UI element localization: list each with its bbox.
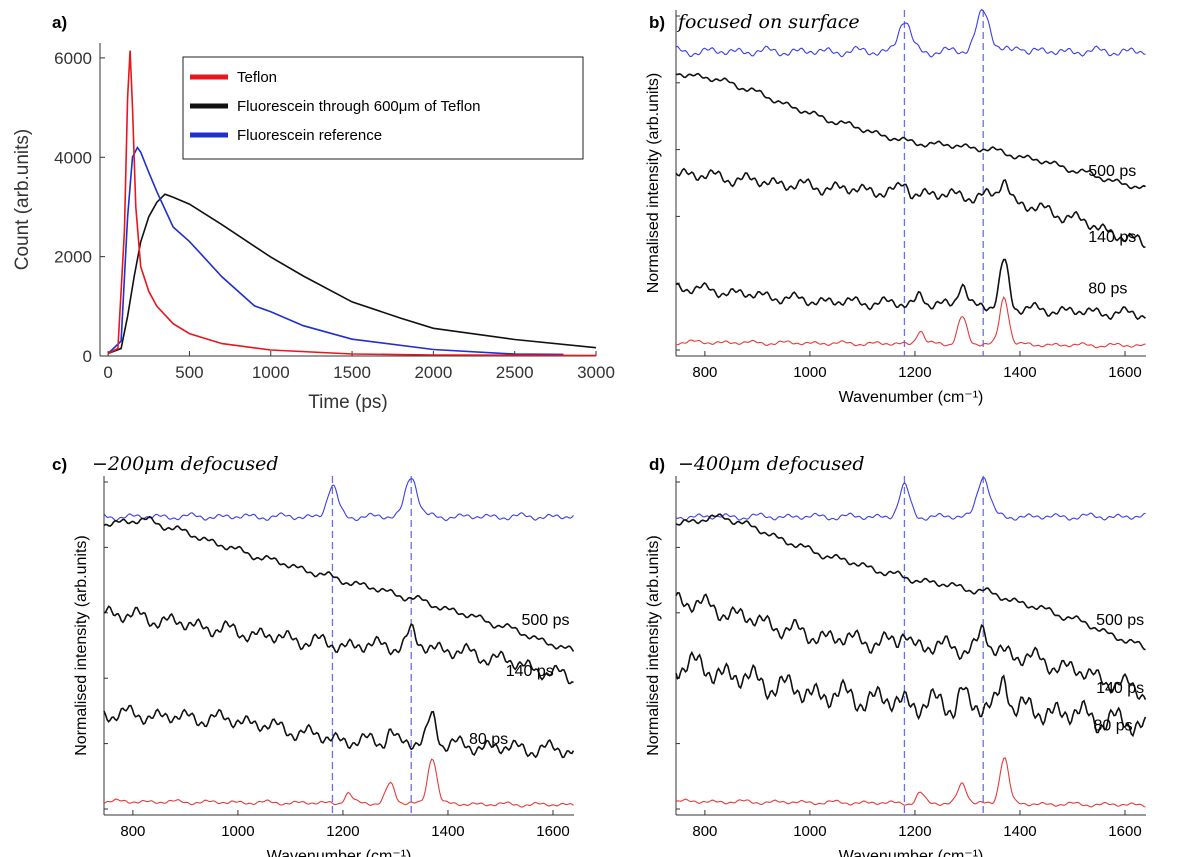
panel-a-legend-label: Fluorescein reference <box>237 127 382 144</box>
panel-a-legend-box <box>182 56 584 160</box>
panel-b-series-3 <box>675 258 1147 321</box>
panel-b-series-0 <box>675 8 1146 58</box>
panel-a: a) 0 500 1000 1500 2000 2500 3000 0 2000 4000 6000 T… <box>0 0 620 425</box>
panel-c-series-0 <box>103 477 574 522</box>
panel-b: b) focused on surface 800 1000 1200 1400 1600 W… <box>645 8 1147 406</box>
panel-b-x-tick-label: 1400 <box>1003 364 1036 381</box>
panel-d-series-1 <box>675 513 1146 651</box>
panel-b-x-tick-label: 1000 <box>793 364 826 381</box>
panel-a-legend-label: Teflon <box>237 69 277 86</box>
panel-a-y-tick-label: 6000 <box>54 49 92 68</box>
panel-c-title: −200μm defocused <box>92 453 279 475</box>
panel-d-series-label: 140 ps <box>1096 680 1144 697</box>
panel-a-x-tick-label: 1500 <box>333 363 371 382</box>
panel-b-title: focused on surface <box>676 11 860 33</box>
panel-d-x-tick-label: 1600 <box>1108 823 1141 840</box>
panel-d-y-axis-label: Normalised intensity (arb.units) <box>645 535 662 756</box>
panel-c-x-tick-label: 1600 <box>536 823 569 840</box>
panel-c: c) −200μm defocused 800 1000 1200 1400 1600 Wav… <box>52 453 575 857</box>
panel-d-series-label: 500 ps <box>1096 612 1144 629</box>
panel-c-series-1 <box>103 515 575 652</box>
panel-c-x-tick-label: 1200 <box>326 823 359 840</box>
panel-a-legend: Teflon Fluorescein through 600μm of Teflo… <box>182 56 584 160</box>
panel-c-series-label: 140 ps <box>506 663 554 680</box>
panel-a-y-tick-label: 2000 <box>54 248 92 267</box>
panel-c-x-tick-label: 800 <box>120 823 145 840</box>
panel-a-x-axis-label: Time (ps) <box>308 392 388 413</box>
panel-d-letter: d) <box>649 455 665 474</box>
panel-c-x-tick-label: 1400 <box>431 823 464 840</box>
panel-c-y-axis-label: Normalised intensity (arb.units) <box>73 535 90 756</box>
panel-a-y-tick-label: 0 <box>83 347 92 366</box>
panel-c-series-label: 500 ps <box>521 612 569 629</box>
panel-d-x-tick-label: 1200 <box>898 823 931 840</box>
panel-d-series-label: 80 ps <box>1093 717 1132 734</box>
panel-b-y-axis-label: Normalised intensity (arb.units) <box>645 73 662 294</box>
panel-a-y-axis-label: Count (arb.units) <box>12 129 33 271</box>
panel-b-series-4 <box>675 296 1146 349</box>
panel-d-x-tick-label: 800 <box>692 823 717 840</box>
panel-a-series-2 <box>107 145 564 356</box>
panel-d-series-4 <box>675 757 1146 808</box>
panel-a-x-tick-label: 3000 <box>577 363 615 382</box>
panel-b-x-tick-label: 1600 <box>1108 364 1141 381</box>
panel-a-y-tick-label: 4000 <box>54 148 92 167</box>
panel-b-series-1 <box>675 72 1146 190</box>
panel-b-letter: b) <box>649 13 665 32</box>
panel-b-series-label: 140 ps <box>1088 229 1136 246</box>
panel-a-letter: a) <box>52 13 67 32</box>
panel-d: d) −400μm defocused 800 1000 1200 1400 1600 Wav… <box>645 453 1147 857</box>
panel-b-series-2 <box>675 167 1146 249</box>
panel-d-x-tick-label: 1000 <box>793 823 826 840</box>
panel-c-x-axis-label: Wavenumber (cm⁻¹) <box>267 848 412 857</box>
panel-a-x-tick-label: 500 <box>175 363 203 382</box>
panel-a-x-tick-label: 0 <box>103 363 112 382</box>
panel-d-x-axis-label: Wavenumber (cm⁻¹) <box>839 848 984 857</box>
panel-b-x-tick-label: 1200 <box>898 364 931 381</box>
panel-c-letter: c) <box>52 455 67 474</box>
panel-c-series-3 <box>103 704 575 759</box>
panel-a-series-0 <box>107 50 597 357</box>
panel-a-x-tick-label: 2500 <box>496 363 534 382</box>
panel-c-series-label: 80 ps <box>469 731 508 748</box>
panel-b-series-label: 80 ps <box>1088 281 1127 298</box>
panel-b-x-axis-label: Wavenumber (cm⁻¹) <box>839 389 984 406</box>
panel-a-x-tick-label: 2000 <box>414 363 452 382</box>
panel-c-x-tick-label: 1000 <box>221 823 254 840</box>
panel-b-series-label: 500 ps <box>1088 163 1136 180</box>
panel-c-series-4 <box>103 758 574 808</box>
panel-d-series-0 <box>675 476 1146 521</box>
panel-c-series-2 <box>103 605 574 685</box>
panel-d-series-3 <box>675 650 1147 738</box>
panel-a-legend-label: Fluorescein through 600μm of Teflon <box>237 98 481 115</box>
panel-a-series-1 <box>107 193 597 355</box>
panel-d-x-tick-label: 1400 <box>1003 823 1036 840</box>
panel-b-x-tick-label: 800 <box>692 364 717 381</box>
panel-a-x-tick-label: 1000 <box>252 363 290 382</box>
panel-d-title: −400μm defocused <box>678 453 865 475</box>
panel-d-series-2 <box>675 591 1147 701</box>
